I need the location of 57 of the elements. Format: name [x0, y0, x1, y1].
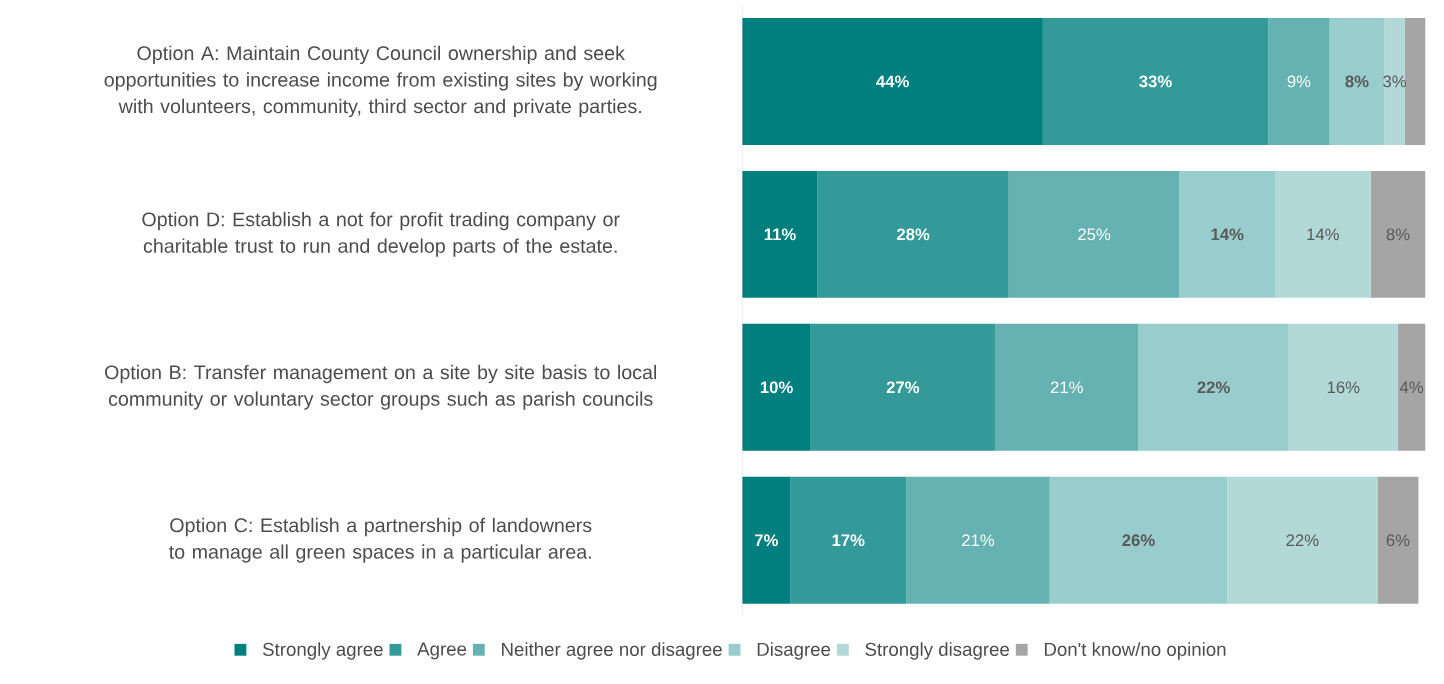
- data-label: 14%: [1307, 228, 1339, 241]
- data-label: 11%: [764, 228, 796, 241]
- data-label: 26%: [1122, 534, 1155, 547]
- legend-label: Disagree: [757, 642, 831, 660]
- y-tick-label: Option D: Establish a not for profit trading company or charitable trust to run and develop parts of the estate.: [142, 212, 620, 257]
- bar: [1384, 18, 1405, 145]
- bar: [742, 170, 818, 298]
- bar: [1377, 476, 1419, 604]
- bar: [1049, 476, 1228, 604]
- data-label: 7%: [754, 534, 778, 547]
- bar: [1042, 18, 1269, 145]
- legend-label: Neither agree nor disagree: [502, 642, 722, 660]
- bar: [1370, 170, 1426, 298]
- data-label: 21%: [962, 534, 995, 547]
- y-tick-label: Option B: Transfer management on a site by site basis to local community or voluntary sector groups such as parish councils: [105, 364, 657, 410]
- y-tick-label: Option C: Establish a partnership of landowners to manage all green spaces in a particular area.: [169, 517, 592, 563]
- data-label: 25%: [1078, 228, 1111, 241]
- bar: [742, 476, 791, 604]
- data-label: 14%: [1211, 228, 1244, 241]
- bar: [1227, 476, 1378, 604]
- bar: [790, 476, 907, 604]
- data-label: 21%: [1050, 381, 1083, 394]
- legend-label: Agree: [417, 642, 467, 660]
- bar: [1329, 18, 1385, 145]
- bar: [1397, 323, 1426, 451]
- y-tick-label: Option A: Maintain County Council ownership and seek opportunities to increase income from existing sites by working with volunteers, community, third sector and private parties.: [104, 45, 657, 118]
- bar: [817, 170, 1009, 298]
- bar: [1008, 170, 1180, 298]
- bar: [1179, 170, 1276, 298]
- data-label: 28%: [896, 228, 930, 241]
- bar: [995, 323, 1139, 451]
- data-label: 27%: [886, 381, 920, 394]
- data-label: 22%: [1197, 381, 1230, 394]
- bar: [1268, 18, 1330, 145]
- bar: [1404, 18, 1426, 145]
- legend-label: Strongly disagree: [865, 642, 1010, 660]
- legend-label: Strongly agree: [262, 642, 383, 660]
- bar: [1288, 323, 1398, 451]
- bar: [742, 323, 811, 451]
- bar: [1275, 170, 1371, 298]
- legend-label: Don't know/no opinion: [1044, 642, 1226, 660]
- bar: [1138, 323, 1289, 451]
- data-label: 33%: [1139, 75, 1172, 88]
- data-label: 6%: [1386, 534, 1410, 547]
- data-label: 44%: [876, 75, 909, 88]
- data-label: 17%: [832, 534, 865, 547]
- data-label: 10%: [760, 381, 793, 394]
- data-label: 9%: [1287, 75, 1311, 88]
- data-label: 8%: [1345, 75, 1369, 88]
- data-label: 16%: [1327, 381, 1360, 394]
- bar: [906, 476, 1050, 604]
- bar: [810, 323, 996, 451]
- bar: [742, 18, 1043, 145]
- data-label: 3%: [1383, 75, 1406, 88]
- data-label: 4%: [1399, 381, 1424, 394]
- data-label: 22%: [1286, 534, 1319, 547]
- data-label: 8%: [1386, 228, 1410, 241]
